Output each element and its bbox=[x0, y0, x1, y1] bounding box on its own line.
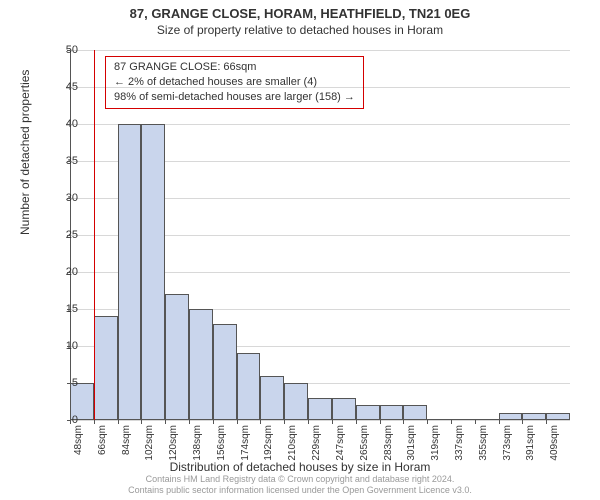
histogram-bar bbox=[356, 405, 380, 420]
x-tick-label: 156sqm bbox=[216, 425, 227, 461]
chart-container: 87, GRANGE CLOSE, HORAM, HEATHFIELD, TN2… bbox=[0, 0, 600, 500]
x-tick-mark bbox=[499, 420, 500, 424]
y-tick-mark bbox=[67, 87, 71, 88]
histogram-bar bbox=[546, 413, 570, 420]
x-axis-label: Distribution of detached houses by size … bbox=[0, 460, 600, 474]
histogram-bar bbox=[213, 324, 237, 420]
x-tick-mark bbox=[70, 420, 71, 424]
histogram-bar bbox=[165, 294, 189, 420]
x-tick-mark bbox=[213, 420, 214, 424]
plot-area: 87 GRANGE CLOSE: 66sqm← 2% of detached h… bbox=[70, 50, 570, 420]
x-tick-mark bbox=[356, 420, 357, 424]
x-tick-label: 283sqm bbox=[383, 425, 394, 461]
footer-line2: Contains public sector information licen… bbox=[0, 485, 600, 496]
histogram-bar bbox=[499, 413, 523, 420]
x-tick-label: 138sqm bbox=[192, 425, 203, 461]
footer-line1: Contains HM Land Registry data © Crown c… bbox=[0, 474, 600, 485]
x-tick-mark bbox=[165, 420, 166, 424]
x-tick-mark bbox=[403, 420, 404, 424]
x-tick-mark bbox=[284, 420, 285, 424]
x-tick-label: 355sqm bbox=[478, 425, 489, 461]
x-tick-label: 301sqm bbox=[406, 425, 417, 461]
x-tick-label: 229sqm bbox=[311, 425, 322, 461]
x-tick-label: 102sqm bbox=[144, 425, 155, 461]
footer-attribution: Contains HM Land Registry data © Crown c… bbox=[0, 474, 600, 496]
x-tick-mark bbox=[141, 420, 142, 424]
x-tick-label: 319sqm bbox=[430, 425, 441, 461]
x-tick-mark bbox=[522, 420, 523, 424]
x-tick-mark bbox=[380, 420, 381, 424]
marker-line bbox=[94, 50, 96, 420]
annotation-line: 87 GRANGE CLOSE: 66sqm bbox=[114, 60, 355, 75]
histogram-bar bbox=[403, 405, 427, 420]
y-tick-mark bbox=[67, 272, 71, 273]
histogram-bar bbox=[118, 124, 142, 420]
histogram-bar bbox=[94, 316, 118, 420]
x-tick-label: 66sqm bbox=[97, 425, 108, 455]
grid-line bbox=[70, 420, 570, 421]
annotation-line: 98% of semi-detached houses are larger (… bbox=[114, 90, 355, 105]
chart-subtitle: Size of property relative to detached ho… bbox=[0, 21, 600, 37]
y-tick-mark bbox=[67, 50, 71, 51]
x-tick-label: 48sqm bbox=[73, 425, 84, 455]
histogram-bar bbox=[189, 309, 213, 420]
x-tick-mark bbox=[118, 420, 119, 424]
x-tick-label: 120sqm bbox=[168, 425, 179, 461]
x-tick-label: 409sqm bbox=[549, 425, 560, 461]
x-tick-mark bbox=[546, 420, 547, 424]
x-tick-mark bbox=[308, 420, 309, 424]
histogram-bar bbox=[260, 376, 284, 420]
histogram-bar bbox=[380, 405, 404, 420]
x-tick-mark bbox=[332, 420, 333, 424]
y-tick-mark bbox=[67, 235, 71, 236]
y-tick-mark bbox=[67, 346, 71, 347]
x-tick-mark bbox=[260, 420, 261, 424]
x-tick-mark bbox=[451, 420, 452, 424]
histogram-bar bbox=[308, 398, 332, 420]
y-tick-mark bbox=[67, 383, 71, 384]
histogram-bar bbox=[284, 383, 308, 420]
x-tick-mark bbox=[189, 420, 190, 424]
y-axis-label: Number of detached properties bbox=[18, 70, 32, 235]
y-tick-mark bbox=[67, 198, 71, 199]
y-tick-mark bbox=[67, 124, 71, 125]
x-tick-label: 265sqm bbox=[359, 425, 370, 461]
x-tick-label: 337sqm bbox=[454, 425, 465, 461]
chart-title: 87, GRANGE CLOSE, HORAM, HEATHFIELD, TN2… bbox=[0, 0, 600, 21]
y-tick-mark bbox=[67, 309, 71, 310]
histogram-bar bbox=[141, 124, 165, 420]
x-tick-mark bbox=[237, 420, 238, 424]
histogram-bar bbox=[237, 353, 261, 420]
grid-line bbox=[70, 50, 570, 51]
x-tick-label: 192sqm bbox=[263, 425, 274, 461]
x-tick-mark bbox=[427, 420, 428, 424]
histogram-bar bbox=[522, 413, 546, 420]
x-tick-label: 210sqm bbox=[287, 425, 298, 461]
x-tick-label: 391sqm bbox=[525, 425, 536, 461]
x-tick-label: 247sqm bbox=[335, 425, 346, 461]
y-tick-mark bbox=[67, 161, 71, 162]
x-tick-label: 84sqm bbox=[121, 425, 132, 455]
x-tick-label: 373sqm bbox=[502, 425, 513, 461]
x-tick-mark bbox=[475, 420, 476, 424]
annotation-line: ← 2% of detached houses are smaller (4) bbox=[114, 75, 355, 90]
histogram-bar bbox=[332, 398, 356, 420]
x-tick-label: 174sqm bbox=[240, 425, 251, 461]
annotation-box: 87 GRANGE CLOSE: 66sqm← 2% of detached h… bbox=[105, 56, 364, 109]
x-tick-mark bbox=[94, 420, 95, 424]
